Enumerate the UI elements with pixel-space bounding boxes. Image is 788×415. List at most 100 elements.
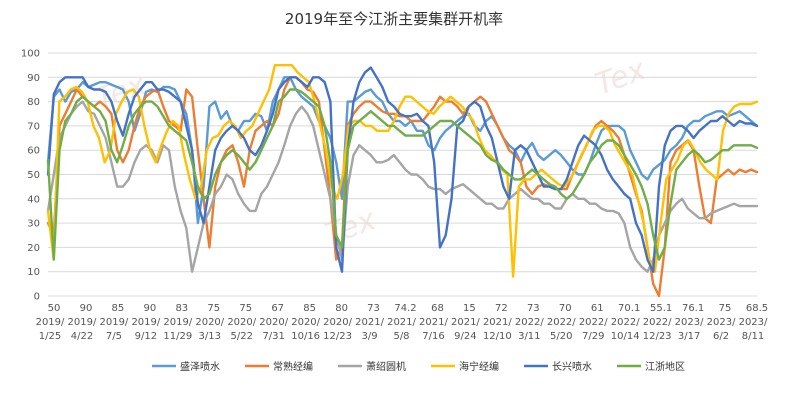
x-date-label: 2019/ xyxy=(131,317,160,328)
x-date-label: 5/22 xyxy=(230,331,252,342)
series-line xyxy=(46,63,759,278)
x-date-label: 1/25 xyxy=(39,331,61,342)
x-value-label: 68 xyxy=(431,303,444,314)
x-date-label: 10/14 xyxy=(611,331,640,342)
x-date-label: 2021/ xyxy=(483,317,512,328)
x-date-label: 2019/ xyxy=(68,317,97,328)
y-tick-label: 60 xyxy=(27,146,40,157)
series-line xyxy=(46,88,759,261)
x-value-label: 75 xyxy=(719,303,732,314)
x-date-label: 2023/ xyxy=(739,317,768,328)
x-date-label: 12/23 xyxy=(643,331,672,342)
legend-label: 江浙地区 xyxy=(645,360,685,373)
x-date-label: 8/11 xyxy=(742,331,764,342)
x-value-label: 50 xyxy=(48,303,61,314)
x-value-label: 67 xyxy=(271,303,284,314)
x-date-label: 4/22 xyxy=(71,331,93,342)
y-tick-label: 70 xyxy=(27,121,40,132)
x-date-label: 3/9 xyxy=(361,331,377,342)
x-date-label: 5/20 xyxy=(550,331,572,342)
y-tick-label: 20 xyxy=(27,243,40,254)
x-date-label: 11/29 xyxy=(163,331,192,342)
y-tick-label: 90 xyxy=(27,73,40,84)
x-date-label: 7/31 xyxy=(262,331,284,342)
x-date-label: 2022/ xyxy=(515,317,544,328)
x-value-label: 73 xyxy=(527,303,540,314)
x-date-label: 2022/ xyxy=(611,317,640,328)
y-tick-label: 0 xyxy=(34,292,40,303)
watermark-logo: Tex xyxy=(321,202,381,252)
x-date-label: 3/11 xyxy=(518,331,540,342)
x-value-label: 74.2 xyxy=(394,303,416,314)
legend-label: 海宁经编 xyxy=(459,360,499,373)
y-tick-label: 30 xyxy=(27,219,40,230)
x-date-label: 2021/ xyxy=(355,317,384,328)
x-date-label: 12/23 xyxy=(323,331,352,342)
x-date-label: 5/8 xyxy=(393,331,409,342)
x-date-label: 7/29 xyxy=(582,331,604,342)
x-date-label: 9/24 xyxy=(454,331,476,342)
x-date-label: 7/16 xyxy=(422,331,444,342)
x-value-label: 80 xyxy=(335,303,348,314)
x-date-label: 3/13 xyxy=(199,331,221,342)
x-date-label: 2021/ xyxy=(451,317,480,328)
x-date-label: 2020/ xyxy=(259,317,288,328)
x-date-label: 2019/ xyxy=(36,317,65,328)
x-value-label: 15 xyxy=(463,303,476,314)
x-axis-labels: 50 2019/1/25 90 2019/4/22 85 2019/7/5 90 2019/9… xyxy=(36,303,769,342)
x-value-label: 70.1 xyxy=(618,303,640,314)
x-value-label: 85 xyxy=(303,303,316,314)
x-date-label: 2021/ xyxy=(419,317,448,328)
x-date-label: 2022/ xyxy=(547,317,576,328)
x-date-label: 2019/ xyxy=(163,317,192,328)
x-date-label: 10/16 xyxy=(291,331,320,342)
x-value-label: 68.5 xyxy=(746,303,768,314)
legend: 盛泽喷水 常熟经编 萧绍圆机 海宁经编 长兴喷水 江浙地区 xyxy=(152,360,685,373)
x-date-label: 3/17 xyxy=(678,331,700,342)
y-tick-label: 50 xyxy=(27,170,40,181)
x-value-label: 55.1 xyxy=(650,303,672,314)
x-date-label: 2023/ xyxy=(707,317,736,328)
x-value-label: 73 xyxy=(367,303,380,314)
x-value-label: 61 xyxy=(591,303,604,314)
x-date-label: 2020/ xyxy=(323,317,352,328)
x-date-label: 6/2 xyxy=(713,331,729,342)
x-date-label: 2021/ xyxy=(387,317,416,328)
x-value-label: 90 xyxy=(80,303,93,314)
x-value-label: 83 xyxy=(175,303,188,314)
x-date-label: 2023/ xyxy=(675,317,704,328)
x-date-label: 2019/ xyxy=(99,317,128,328)
x-date-label: 12/10 xyxy=(483,331,512,342)
x-value-label: 75 xyxy=(207,303,220,314)
x-date-label: 2022/ xyxy=(643,317,672,328)
x-date-label: 2022/ xyxy=(579,317,608,328)
x-value-label: 70 xyxy=(559,303,572,314)
legend-label: 常熟经编 xyxy=(273,360,313,373)
y-tick-label: 40 xyxy=(27,194,40,205)
legend-label: 盛泽喷水 xyxy=(180,360,220,373)
x-value-label: 85 xyxy=(112,303,125,314)
x-date-label: 2020/ xyxy=(227,317,256,328)
x-date-label: 9/12 xyxy=(135,331,157,342)
x-date-label: 2020/ xyxy=(195,317,224,328)
legend-label: 萧绍圆机 xyxy=(366,360,406,373)
x-value-label: 75 xyxy=(239,303,252,314)
x-value-label: 76.1 xyxy=(682,303,704,314)
y-axis-ticks: 0 10 20 30 40 50 60 70 80 90 100 xyxy=(21,49,40,303)
y-tick-label: 80 xyxy=(27,97,40,108)
series-line xyxy=(46,66,759,273)
series-lines xyxy=(46,63,759,298)
chart-title: 2019年至今江浙主要集群开机率 xyxy=(285,10,503,28)
series-line xyxy=(46,76,759,225)
watermark-group: Tex Tex Tex xyxy=(91,52,651,252)
x-date-label: 2020/ xyxy=(291,317,320,328)
y-tick-label: 100 xyxy=(21,49,40,60)
y-tick-label: 10 xyxy=(27,267,40,278)
legend-label: 长兴喷水 xyxy=(552,361,592,373)
x-date-label: 7/5 xyxy=(106,331,122,342)
x-value-label: 72 xyxy=(495,303,508,314)
series-line xyxy=(46,100,759,273)
x-value-label: 90 xyxy=(143,303,156,314)
